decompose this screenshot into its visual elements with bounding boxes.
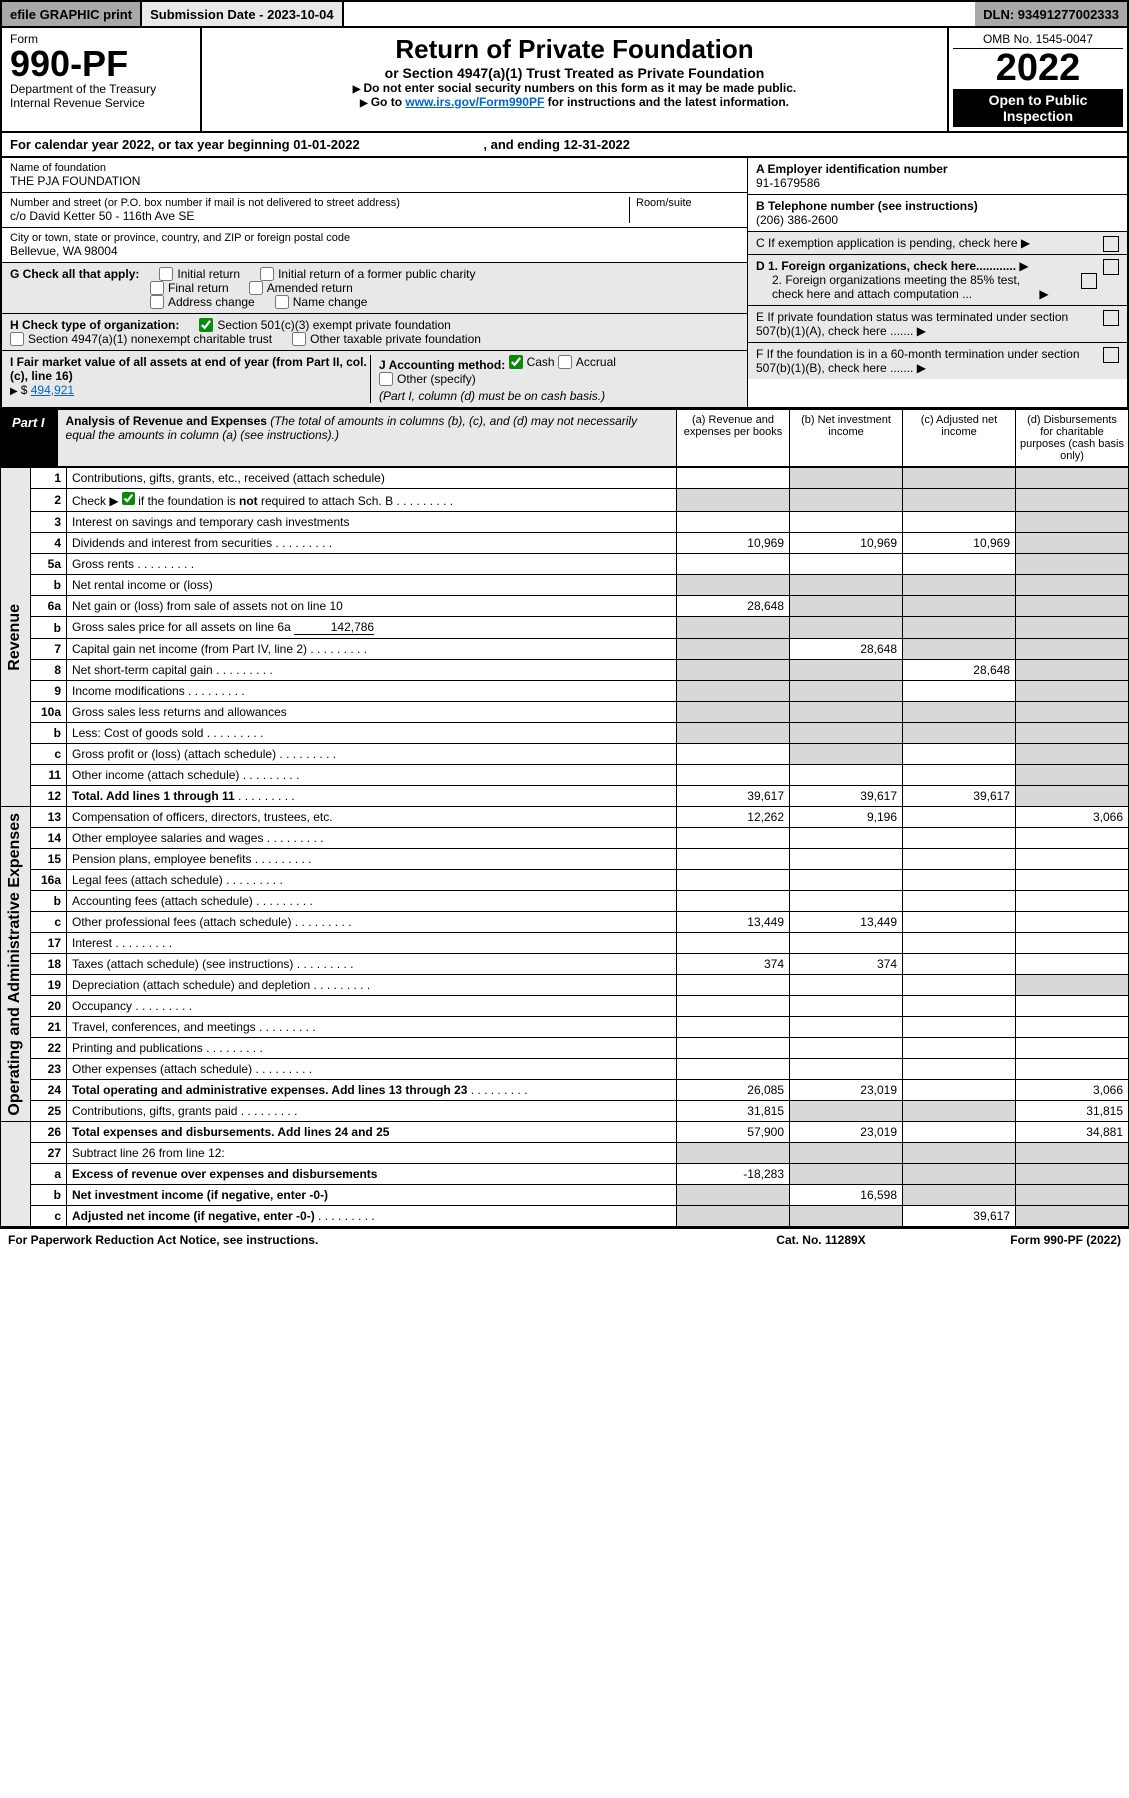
chk-cash[interactable] — [509, 355, 523, 369]
fmv-value[interactable]: 494,921 — [31, 383, 74, 397]
chk-address-change[interactable] — [150, 295, 164, 309]
chk-initial-former[interactable] — [260, 267, 274, 281]
section-g: G Check all that apply: Initial return I… — [2, 263, 747, 314]
city-state-zip: Bellevue, WA 98004 — [10, 244, 739, 258]
irs-label: Internal Revenue Service — [10, 96, 192, 110]
chk-f[interactable] — [1103, 347, 1119, 363]
chk-other-taxable[interactable] — [292, 332, 306, 346]
col-d-header: (d) Disbursements for charitable purpose… — [1016, 409, 1129, 467]
chk-amended-return[interactable] — [249, 281, 263, 295]
form-title: Return of Private Foundation — [208, 34, 941, 65]
foundation-name: THE PJA FOUNDATION — [10, 174, 739, 188]
form-header: Form 990-PF Department of the Treasury I… — [0, 28, 1129, 133]
part1-header: Part I Analysis of Revenue and Expenses … — [0, 409, 1129, 467]
open-to-public: Open to Public Inspection — [953, 89, 1123, 127]
section-d1: D 1. Foreign organizations, check here..… — [756, 259, 1016, 273]
chk-accrual[interactable] — [558, 355, 572, 369]
expenses-side-label: Operating and Administrative Expenses — [6, 813, 24, 1116]
info-block: Name of foundation THE PJA FOUNDATION Nu… — [0, 158, 1129, 409]
chk-sch-b[interactable] — [122, 492, 135, 505]
section-h: H Check type of organization: Section 50… — [2, 314, 747, 351]
col-b-header: (b) Net investment income — [790, 409, 903, 467]
dept-label: Department of the Treasury — [10, 82, 192, 96]
part1-label: Part I — [0, 409, 57, 467]
phone-value: (206) 386-2600 — [756, 213, 838, 227]
chk-d2[interactable] — [1081, 273, 1097, 289]
form-subtitle: or Section 4947(a)(1) Trust Treated as P… — [208, 65, 941, 81]
chk-name-change[interactable] — [275, 295, 289, 309]
room-label: Room/suite — [636, 197, 739, 209]
revenue-side-label: Revenue — [6, 604, 24, 671]
note-ssn: Do not enter social security numbers on … — [363, 81, 796, 95]
name-label: Name of foundation — [10, 162, 739, 174]
section-c: C If exemption application is pending, c… — [756, 236, 1018, 250]
col-a-header: (a) Revenue and expenses per books — [677, 409, 790, 467]
efile-label[interactable]: efile GRAPHIC print — [2, 2, 142, 26]
section-i-label: I Fair market value of all assets at end… — [10, 355, 367, 383]
city-label: City or town, state or province, country… — [10, 232, 739, 244]
street-address: c/o David Ketter 50 - 116th Ave SE — [10, 209, 629, 223]
form-number: 990-PF — [10, 46, 192, 82]
chk-other-method[interactable] — [379, 372, 393, 386]
chk-c[interactable] — [1103, 236, 1119, 252]
chk-501c3[interactable] — [199, 318, 213, 332]
instructions-link[interactable]: www.irs.gov/Form990PF — [405, 95, 544, 109]
chk-final-return[interactable] — [150, 281, 164, 295]
chk-initial-return[interactable] — [159, 267, 173, 281]
col-c-header: (c) Adjusted net income — [903, 409, 1016, 467]
analysis-table: Revenue 1Contributions, gifts, grants, e… — [0, 467, 1129, 1227]
phone-label: B Telephone number (see instructions) — [756, 199, 978, 213]
ein-value: 91-1679586 — [756, 176, 820, 190]
top-bar: efile GRAPHIC print Submission Date - 20… — [0, 0, 1129, 28]
calendar-year-row: For calendar year 2022, or tax year begi… — [0, 133, 1129, 158]
section-d2: 2. Foreign organizations meeting the 85%… — [756, 273, 1036, 301]
submission-date: Submission Date - 2023-10-04 — [142, 2, 344, 26]
ein-label: A Employer identification number — [756, 162, 948, 176]
dln-label: DLN: 93491277002333 — [975, 2, 1127, 26]
paperwork-notice: For Paperwork Reduction Act Notice, see … — [8, 1233, 721, 1247]
catalog-number: Cat. No. 11289X — [721, 1233, 921, 1247]
chk-e[interactable] — [1103, 310, 1119, 326]
chk-d1[interactable] — [1103, 259, 1119, 275]
tax-year: 2022 — [953, 49, 1123, 87]
page-footer: For Paperwork Reduction Act Notice, see … — [0, 1227, 1129, 1251]
chk-4947[interactable] — [10, 332, 24, 346]
addr-label: Number and street (or P.O. box number if… — [10, 197, 629, 209]
form-ref: Form 990-PF (2022) — [921, 1233, 1121, 1247]
